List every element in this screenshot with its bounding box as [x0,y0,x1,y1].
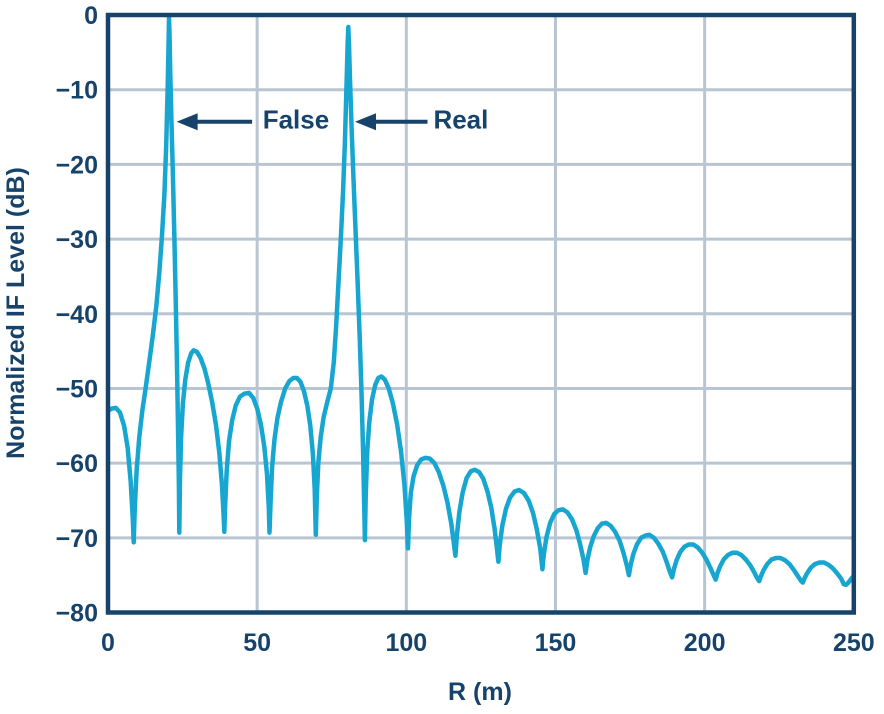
x-tick-label: 200 [684,629,726,657]
annotation-label-false: False [263,105,330,135]
if-level-line [110,17,852,588]
y-tick-label: −70 [56,525,98,553]
y-tick-label: −50 [56,375,98,403]
y-tick-label: −20 [56,151,98,179]
if-level-curve [110,17,852,588]
x-tick-label: 100 [385,629,427,657]
y-axis-title: Normalized IF Level (dB) [2,167,30,459]
y-tick-label: −10 [56,77,98,105]
x-axis-title: R (m) [448,678,512,706]
annotation-label-real: Real [433,105,488,135]
y-tick-label: −60 [56,450,98,478]
x-tick-label: 150 [535,629,577,657]
y-tick-label: −40 [56,301,98,329]
gridlines [108,15,854,613]
x-tick-label: 250 [833,629,875,657]
peak-annotations: False Real [176,105,488,135]
y-axis-tick-labels: 0 −10 −20 −30 −40 −50 −60 −70 −80 [56,2,98,628]
annotation-arrowhead-false [176,113,198,131]
x-tick-label: 50 [243,629,271,657]
y-tick-label: −30 [56,226,98,254]
y-tick-label: 0 [84,2,98,30]
annotation-arrowhead-real [355,113,377,131]
plot-border [105,12,857,615]
y-tick-label: −80 [56,600,98,628]
x-axis-tick-labels: 0 50 100 150 200 250 [101,629,875,657]
x-tick-label: 0 [101,629,115,657]
